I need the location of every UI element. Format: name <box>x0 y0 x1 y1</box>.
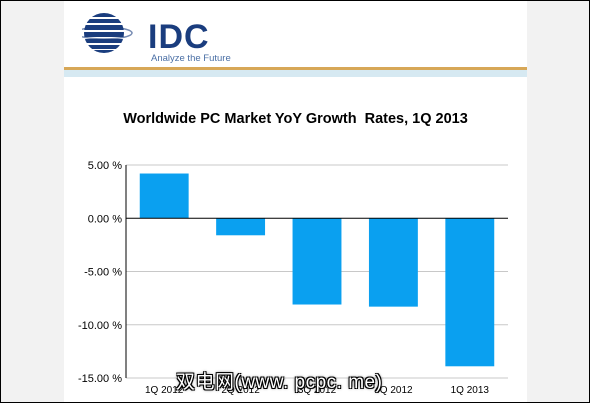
y-tick-label: 0.00 % <box>88 213 122 225</box>
slide: IDC Analyze the Future Worldwide PC Mark… <box>64 1 527 402</box>
left-margin <box>1 1 64 402</box>
bar <box>368 218 418 307</box>
y-tick-label: -15.00 % <box>78 373 122 385</box>
chart-title: Worldwide PC Market YoY Growth Rates, 1Q… <box>123 111 468 127</box>
header-rule <box>64 67 527 70</box>
logo-tagline: Analyze the Future <box>151 53 231 64</box>
watermark: 双电网(www. pcpc. me) <box>176 372 383 393</box>
x-tick-label: 3Q 2012 <box>298 385 337 396</box>
y-tick-label: -5.00 % <box>84 267 122 279</box>
x-tick-label: 4Q 2012 <box>374 385 413 396</box>
x-tick-label: 1Q 2012 <box>145 385 184 396</box>
header-band <box>64 70 527 77</box>
x-tick-label: 2Q 2012 <box>221 385 260 396</box>
bar-chart: 5.00 % 0.00 % -5.00 % -10.00 % -15.00 % 1Q 20… <box>78 160 508 396</box>
y-tick-label: 5.00 % <box>88 160 122 172</box>
bar <box>216 218 266 236</box>
idc-logo: IDC Analyze the Future <box>82 11 242 64</box>
bar <box>445 218 495 367</box>
bar <box>139 173 189 219</box>
bar <box>292 218 342 305</box>
globe-icon <box>82 13 133 53</box>
x-tick-label: 1Q 2013 <box>451 385 490 396</box>
right-margin <box>527 1 589 402</box>
y-tick-label: -10.00 % <box>78 320 122 332</box>
logo-text: IDC <box>148 18 210 56</box>
